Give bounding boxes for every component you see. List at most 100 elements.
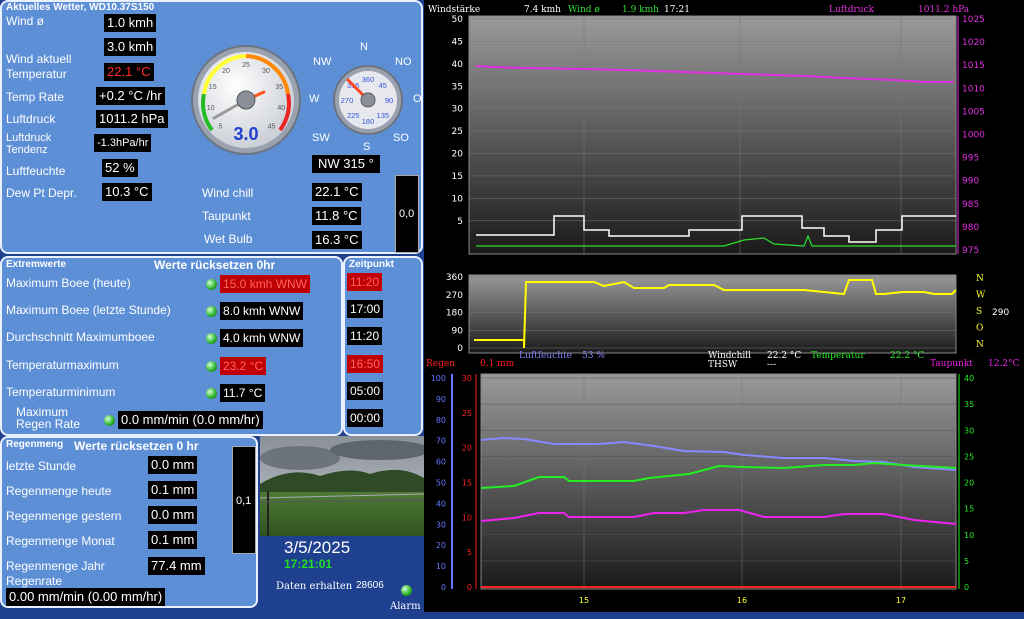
- speed-tick-label: 25: [242, 62, 250, 69]
- wind-chart-pressure-tick: 995: [962, 154, 979, 164]
- extreme-time-4: 05:00: [347, 382, 384, 400]
- label-rain-year: Regenmenge Jahr: [6, 559, 105, 573]
- temp-tick: 15: [964, 505, 974, 514]
- wind-chart-header-label: Windstärke: [428, 5, 480, 15]
- wind-chart-y-tick: 50: [452, 15, 464, 25]
- value-pressure: 1011.2 hPa: [96, 110, 168, 128]
- wind-chart-pressure-tick: 990: [962, 177, 979, 187]
- wind-chart-header-avg: 1.9 kmh: [622, 5, 659, 15]
- value-wind-direction: NW 315 °: [312, 155, 380, 173]
- panel-title: Aktuelles Wetter, WD10.37S150: [6, 2, 155, 13]
- speed-tick-label: 35: [275, 84, 283, 91]
- temp-chart-plot: [481, 374, 956, 589]
- extreme-value-4: 11.7 °C: [220, 384, 266, 402]
- wind-series: [476, 215, 956, 243]
- direction-chart-plot: [469, 275, 956, 353]
- alarm-label: Alarm: [390, 601, 421, 612]
- extreme-value-3: 23.2 °C: [220, 357, 267, 375]
- value-rain-rate: 0.00 mm/min (0.00 mm/hr): [6, 588, 166, 606]
- temp-tick: 10: [964, 531, 974, 540]
- extreme-label-1: Maximum Boee (letzte Stunde): [6, 303, 171, 317]
- time-title: Zeitpunkt: [349, 259, 394, 270]
- temp-chart-header-temp: 22.2 °C: [890, 351, 924, 361]
- speed-tick-label: 20: [222, 68, 230, 75]
- rain-reset-button[interactable]: Werte rücksetzen 0 hr: [74, 439, 199, 453]
- direction-series: [474, 279, 957, 349]
- label-dewpoint: Taupunkt: [202, 209, 251, 223]
- alarm-led[interactable]: [401, 585, 412, 596]
- humidity-series: [480, 436, 957, 471]
- wind-chart-pressure-tick: 1010: [962, 84, 985, 94]
- temp-tick: 35: [964, 400, 974, 409]
- rain-tick: 5: [467, 548, 472, 557]
- value-wind-avg: 1.0 kmh: [104, 14, 157, 32]
- extreme-led-0: [206, 279, 217, 290]
- wind-chart-pressure-tick: 980: [962, 223, 979, 233]
- webcam-image[interactable]: [260, 436, 424, 536]
- direction-compass-label: O: [976, 324, 983, 334]
- direction-compass-label: S: [976, 307, 982, 317]
- pressure-series: [475, 65, 954, 83]
- humidity-tick: 10: [436, 562, 446, 571]
- label-pressure-trend: Luftdruck Tendenz: [6, 132, 52, 156]
- current-weather-panel: Aktuelles Wetter, WD10.37S150 Wind ø 1.0…: [0, 0, 423, 254]
- rain-bar-gauge: 0,1: [232, 446, 256, 554]
- value-rain-month: 0.1 mm: [148, 531, 198, 549]
- direction-value: 290: [992, 308, 1009, 318]
- direction-compass-label: N: [976, 274, 984, 284]
- extreme-label-0: Maximum Boee (heute): [6, 276, 131, 290]
- rain-tick: 25: [462, 409, 472, 418]
- temp-chart-x-tick: 16: [737, 596, 747, 605]
- label-rain-rate: Regenrate: [6, 574, 63, 588]
- wind-avg-series: [476, 234, 956, 247]
- rain-title: Regenmeng: [6, 439, 64, 450]
- extreme-led-1: [206, 306, 217, 317]
- label-wind-now: Wind aktuell: [6, 52, 72, 66]
- data-received-label: Daten erhalten: [276, 581, 353, 592]
- side-bar-value: 0,0: [399, 208, 415, 220]
- extreme-time-0: 11:20: [347, 273, 383, 291]
- extreme-time-1: 17:00: [347, 300, 384, 318]
- rain-tick: 15: [462, 479, 472, 488]
- wind-chart-y-tick: 45: [452, 37, 463, 47]
- compass-w: W: [309, 93, 320, 105]
- wind-chart-header-pressure-label: Luftdruck: [829, 5, 875, 15]
- extremes-panel: Extremwerte Werte rücksetzen 0hr Maximum…: [0, 256, 343, 436]
- label-humidity: Luftfeuchte: [6, 164, 66, 178]
- humidity-tick: 90: [436, 395, 446, 404]
- extreme-label-2: Durchschnitt Maximumboee: [6, 330, 155, 344]
- extreme-label-4: Temperaturminimum: [6, 385, 116, 399]
- date-display: 3/5/2025: [284, 538, 351, 557]
- wind-chart-y-tick: 5: [457, 217, 463, 227]
- label-rain-last-hour: letzte Stunde: [6, 459, 77, 473]
- direction-y-tick: 180: [446, 309, 463, 319]
- temp-chart-header-temp-label: Temperatur: [811, 351, 865, 361]
- wind-chart-pressure-tick: 985: [962, 200, 979, 210]
- wind-chart-pressure-tick: 1000: [962, 131, 985, 141]
- temp-tick: 25: [964, 452, 974, 461]
- temp-chart-x-tick: 15: [579, 596, 589, 605]
- humidity-tick: 80: [436, 416, 446, 425]
- time-display: 17:21:01: [284, 557, 333, 571]
- compass-tick-label: 135: [377, 111, 390, 120]
- value-wind-chill: 22.1 °C: [312, 183, 362, 201]
- extreme-value-0: 15.0 kmh WNW: [220, 275, 311, 293]
- extremes-reset-button[interactable]: Werte rücksetzen 0hr: [154, 258, 276, 272]
- speed-tick-label: 5: [219, 124, 223, 131]
- value-wet-bulb: 16.3 °C: [312, 231, 362, 249]
- wind-chart-plot: [469, 16, 956, 254]
- temp-tick: 0: [964, 583, 969, 592]
- rain-panel: Regenmeng Werte rücksetzen 0 hr letzte S…: [0, 436, 258, 608]
- wind-chart-pressure-tick: 1005: [962, 107, 985, 117]
- speed-tick-label: 30: [262, 68, 270, 75]
- direction-y-tick: 270: [446, 291, 463, 301]
- wind-chart-frame: [468, 15, 957, 255]
- speed-tick-label: 15: [209, 84, 217, 91]
- compass-sw: SW: [312, 132, 330, 144]
- extreme-value-1: 8.0 kmh WNW: [220, 302, 304, 320]
- wind-chart-pressure-tick: 975: [962, 246, 979, 256]
- temp-chart-header-thsw: ---: [767, 360, 776, 370]
- wind-chart-header-pressure: 1011.2 hPa: [918, 5, 970, 15]
- label-wind-chill: Wind chill: [202, 186, 254, 200]
- humidity-tick: 60: [436, 458, 446, 467]
